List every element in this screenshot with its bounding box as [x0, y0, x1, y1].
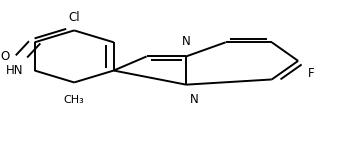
Text: N: N	[182, 35, 190, 48]
Text: N: N	[190, 93, 199, 106]
Text: CH₃: CH₃	[64, 95, 85, 105]
Text: Cl: Cl	[68, 11, 80, 24]
Text: F: F	[308, 67, 314, 80]
Text: O: O	[1, 50, 10, 63]
Text: HN: HN	[6, 64, 23, 77]
